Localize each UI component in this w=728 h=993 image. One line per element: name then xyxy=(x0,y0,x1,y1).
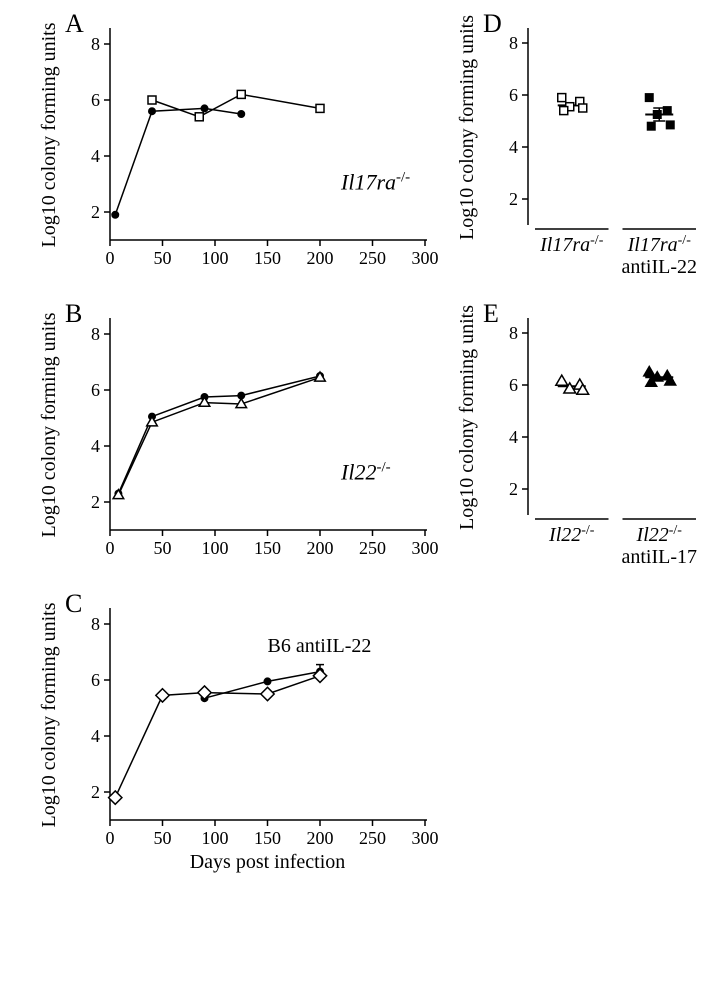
xtick: 0 xyxy=(106,538,115,558)
series-line xyxy=(118,377,320,495)
xtick: 150 xyxy=(254,248,281,268)
ytick: 6 xyxy=(509,85,518,105)
ytick: 8 xyxy=(91,614,100,634)
panel-D: DLog10 colony forming units 2 4 6 8 Il17ra-/-… xyxy=(456,9,697,278)
xtick: 200 xyxy=(307,248,334,268)
xtick: 0 xyxy=(106,248,115,268)
panel-annotation: Il22-/- xyxy=(340,460,391,485)
y-axis-label: Log10 colony forming units xyxy=(456,305,478,530)
panel-letter-A: A xyxy=(65,9,84,38)
figure-root: ALog10 colony forming units2468050100150… xyxy=(0,0,728,993)
panel-annotation: Il17ra-/- xyxy=(340,170,410,195)
ytick: 2 xyxy=(509,189,518,209)
ytick: 8 xyxy=(509,33,518,53)
group-sublabel: antiIL-17 xyxy=(621,546,697,568)
xtick: 150 xyxy=(254,538,281,558)
ytick: 2 xyxy=(91,492,100,512)
ytick: 6 xyxy=(91,380,100,400)
ytick: 4 xyxy=(91,726,100,746)
xtick: 100 xyxy=(202,538,229,558)
panel-B: BLog10 colony forming units 2 4 6 8 0 50 100 150… xyxy=(38,299,439,558)
y-axis-label: Log10 colony forming units xyxy=(38,602,60,827)
ytick: 4 xyxy=(91,146,100,166)
xtick: 300 xyxy=(412,248,439,268)
xtick: 150 xyxy=(254,828,281,848)
xtick: 200 xyxy=(307,538,334,558)
panel-letter-B: B xyxy=(65,299,82,328)
ytick: 2 xyxy=(91,782,100,802)
panel-E: ELog10 colony forming units 2 4 6 8 Il22-/- Il… xyxy=(456,299,697,568)
ytick: 6 xyxy=(91,670,100,690)
xtick: 250 xyxy=(359,538,386,558)
xtick: 0 xyxy=(106,828,115,848)
panel-C: CLog10 colony forming units 2 4 6 8 0 50 100 150… xyxy=(38,589,439,873)
ytick: 6 xyxy=(91,90,100,110)
series-line xyxy=(115,108,241,214)
y-axis-label: Log10 colony forming units xyxy=(38,312,60,537)
group-label: Il22-/- xyxy=(548,523,595,546)
panel-letter-E: E xyxy=(483,299,499,328)
ytick: 8 xyxy=(509,323,518,343)
panel-annotation: B6 antiIL-22 xyxy=(268,635,372,657)
xtick: 50 xyxy=(154,828,172,848)
xtick: 300 xyxy=(412,828,439,848)
y-axis-label: Log10 colony forming units xyxy=(456,15,478,240)
ytick: 8 xyxy=(91,324,100,344)
group-sublabel: antiIL-22 xyxy=(621,256,697,278)
xtick: 250 xyxy=(359,248,386,268)
ytick: 6 xyxy=(509,375,518,395)
xtick: 50 xyxy=(154,248,172,268)
xtick: 250 xyxy=(359,828,386,848)
xtick: 300 xyxy=(412,538,439,558)
panel-A: ALog10 colony forming units 2 4 6 8 0 50 100 150… xyxy=(38,9,439,268)
ytick: 2 xyxy=(91,202,100,222)
ytick: 4 xyxy=(91,436,100,456)
xtick: 100 xyxy=(202,828,229,848)
y-axis-label: Log10 colony forming units xyxy=(38,22,60,247)
xtick: 200 xyxy=(307,828,334,848)
xtick: 50 xyxy=(154,538,172,558)
group-label: Il22-/- xyxy=(636,523,683,546)
ytick: 4 xyxy=(509,137,518,157)
figure-svg: ALog10 colony forming units2468050100150… xyxy=(0,0,728,993)
group-label: Il17ra-/- xyxy=(627,233,692,256)
xtick: 100 xyxy=(202,248,229,268)
group-label: Il17ra-/- xyxy=(539,233,604,256)
ytick: 2 xyxy=(509,479,518,499)
x-axis-label: Days post infection xyxy=(190,851,346,873)
panel-letter-D: D xyxy=(483,9,502,38)
panel-letter-C: C xyxy=(65,589,82,618)
series-line xyxy=(118,376,320,494)
ytick: 4 xyxy=(509,427,518,447)
ytick: 8 xyxy=(91,34,100,54)
